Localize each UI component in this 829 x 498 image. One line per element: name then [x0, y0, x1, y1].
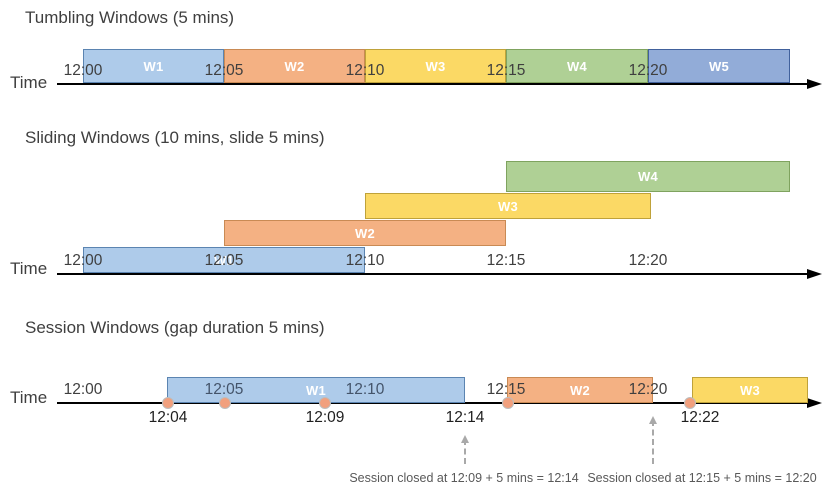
axis-arrow-icon: [807, 269, 822, 279]
window-sliding-w3: W3: [365, 193, 651, 219]
session-closed-note: Session closed at 12:15 + 5 mins = 12:20: [587, 471, 817, 485]
window-label: W5: [708, 58, 730, 74]
event-time-label: 12:09: [305, 409, 345, 426]
time-axis-label-session: Time: [10, 388, 48, 407]
tick-tumbling-1215: 12:15: [486, 62, 526, 79]
window-tumbling-w1: W1: [83, 49, 224, 83]
window-label: W4: [566, 58, 588, 74]
window-tumbling-w3: W3: [365, 49, 506, 83]
axis-arrow-icon: [807, 79, 822, 89]
window-label: W1: [305, 382, 327, 398]
window-tumbling-w5: W5: [648, 49, 790, 83]
window-label: W3: [425, 58, 446, 74]
tick-sliding-1220: 12:20: [628, 252, 668, 269]
window-sliding-w1: W1: [83, 247, 365, 273]
event-dot: [219, 397, 231, 409]
tick-session-1210: 12:10: [345, 381, 385, 398]
window-label: W1: [213, 252, 235, 268]
event-dot: [319, 397, 331, 409]
event-dot: [162, 397, 174, 409]
time-axis-line-session: [57, 402, 810, 404]
tick-session-1220: 12:20: [628, 381, 668, 398]
time-axis-line-tumbling: [57, 83, 810, 85]
tick-session-1200: 12:00: [63, 381, 103, 398]
window-label: W2: [569, 382, 591, 398]
dashed-up-arrow-icon: [649, 416, 657, 464]
session-closed-note: Session closed at 12:09 + 5 mins = 12:14: [349, 471, 579, 485]
section-title-sliding: Sliding Windows (10 mins, slide 5 mins): [25, 128, 325, 147]
tick-session-1215: 12:15: [486, 381, 526, 398]
time-axis-label-tumbling: Time: [10, 73, 48, 92]
window-session-w2: W2: [507, 377, 653, 403]
tick-sliding-1210: 12:10: [345, 252, 385, 269]
window-sliding-w2: W2: [224, 220, 506, 246]
tick-sliding-1200: 12:00: [63, 252, 103, 269]
axis-arrow-icon: [807, 398, 822, 408]
tick-tumbling-1210: 12:10: [345, 62, 385, 79]
window-label: W4: [637, 169, 659, 184]
window-sliding-w4: W4: [506, 161, 790, 192]
event-time-label: 12:14: [445, 409, 485, 426]
window-tumbling-w2: W2: [224, 49, 365, 83]
window-label: W2: [284, 58, 305, 74]
window-label: W2: [354, 225, 376, 241]
window-session-w3: W3: [692, 377, 808, 403]
time-axis-label-sliding: Time: [10, 259, 48, 278]
event-time-label: 12:22: [680, 409, 720, 426]
tick-tumbling-1220: 12:20: [628, 62, 668, 79]
tick-tumbling-1200: 12:00: [63, 62, 103, 79]
dashed-up-arrow-icon: [461, 435, 469, 464]
tick-sliding-1205: 12:05: [204, 252, 244, 269]
window-tumbling-w4: W4: [506, 49, 648, 83]
tick-sliding-1215: 12:15: [486, 252, 526, 269]
window-label: W1: [143, 58, 164, 74]
window-label: W3: [739, 382, 761, 398]
window-label: W3: [497, 198, 519, 214]
event-dot: [684, 397, 696, 409]
time-axis-line-sliding: [57, 273, 810, 275]
event-dot: [502, 397, 514, 409]
event-time-label: 12:04: [148, 409, 188, 426]
window-session-w1: W1: [167, 377, 465, 403]
section-title-session: Session Windows (gap duration 5 mins): [25, 318, 325, 337]
section-title-tumbling: Tumbling Windows (5 mins): [25, 8, 235, 27]
tick-tumbling-1205: 12:05: [204, 62, 244, 79]
tick-session-1205: 12:05: [204, 381, 244, 398]
